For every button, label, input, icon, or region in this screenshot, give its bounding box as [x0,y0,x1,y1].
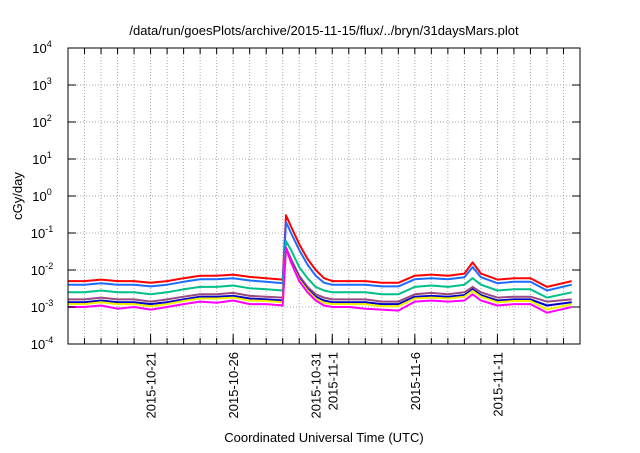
y-tick-base: 10 [32,115,46,130]
x-tick-label: 2015-11-11 [490,352,505,417]
series-group [68,214,572,314]
x-axis-label: Coordinated Universal Time (UTC) [224,430,423,445]
series-line-yellow [68,248,572,311]
x-tick-label: 2015-11-6 [408,352,423,410]
y-tick-base: 10 [32,189,46,204]
y-tick-exponent: 0 [47,187,52,197]
y-tick-base: 10 [31,300,45,315]
y-tick-exponent: -4 [45,335,53,345]
y-tick-label: 101 [32,150,51,167]
y-tick-label: 103 [32,76,51,93]
y-tick-base: 10 [32,152,46,167]
series-line-navy [68,248,572,307]
chart-title: /data/run/goesPlots/archive/2015-11-15/f… [129,23,519,38]
y-tick-label: 104 [32,39,51,56]
y-tick-base: 10 [31,226,45,241]
y-tick-base: 10 [32,78,46,93]
x-tick-label: 2015-10-26 [226,352,241,419]
y-tick-base: 10 [32,41,46,56]
y-tick-exponent: 3 [47,76,52,86]
x-axis: 2015-10-21 2015-10-26 2015-10-31 2015-11-1 2… [84,48,564,419]
x-tick-label: 2015-10-21 [144,352,159,419]
series-line-purple [68,246,572,303]
y-tick-exponent: -1 [45,224,53,234]
x-tick-label: 2015-11-1 [325,352,340,410]
y-tick-exponent: 2 [47,113,52,123]
y-tick-exponent: 4 [47,39,52,49]
y-tick-label: 10-3 [31,298,53,315]
y-tick-exponent: 1 [47,150,52,160]
y-tick-exponent: -3 [45,298,53,308]
y-tick-exponent: -2 [45,261,53,271]
series-line-teal [68,240,572,299]
y-tick-base: 10 [31,263,45,278]
y-tick-label: 102 [32,113,51,130]
series-line-red [68,214,572,288]
series-line-blue [68,220,572,292]
y-axis-label: cGy/day [10,172,25,220]
y-tick-label: 10-4 [31,335,53,352]
y-tick-label: 10-2 [31,261,53,278]
y-tick-label: 10-1 [31,224,53,241]
y-tick-label: 100 [32,187,51,204]
y-tick-base: 10 [31,337,45,352]
series-line-magenta [68,246,572,314]
x-tick-label: 2015-10-31 [309,352,324,419]
